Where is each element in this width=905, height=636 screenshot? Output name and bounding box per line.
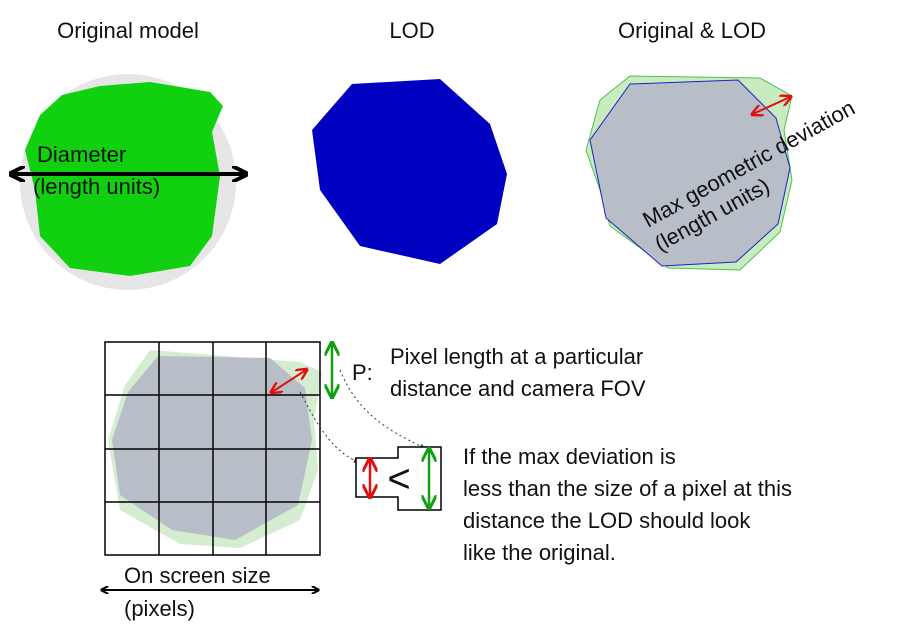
size-label: (pixels) [124,596,195,621]
pixel-grid [104,341,321,556]
explanation: less than the size of a pixel at this [463,476,792,501]
connector [339,369,425,449]
explanation: distance the LOD should look [463,508,751,533]
panel-title: LOD [389,18,434,43]
diameter-label: Diameter [37,142,126,167]
size-label: On screen size [124,563,271,588]
pixel-description: distance and camera FOV [390,376,646,401]
diameter-label: (length units) [33,174,160,199]
explanation: If the max deviation is [463,444,676,469]
lod-model [312,79,507,264]
comparison-sign: < [387,457,410,501]
pixel-description: Pixel length at a particular [390,344,643,369]
panel-title: Original & LOD [618,18,766,43]
panel-title: Original model [57,18,199,43]
explanation: like the original. [463,540,616,565]
deviation-arrow [272,370,306,392]
lod-overlay [112,356,312,540]
pixel-label: P: [352,360,373,385]
deviation-arrow [753,97,790,114]
